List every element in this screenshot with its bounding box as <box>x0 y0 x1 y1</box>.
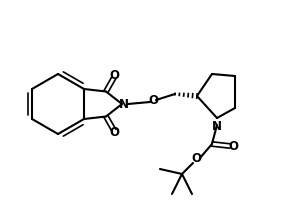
Text: O: O <box>148 94 158 108</box>
Text: O: O <box>191 153 201 165</box>
Text: N: N <box>119 98 129 111</box>
Text: O: O <box>109 69 119 82</box>
Text: N: N <box>212 120 222 133</box>
Text: O: O <box>228 140 238 153</box>
Text: O: O <box>109 126 119 139</box>
